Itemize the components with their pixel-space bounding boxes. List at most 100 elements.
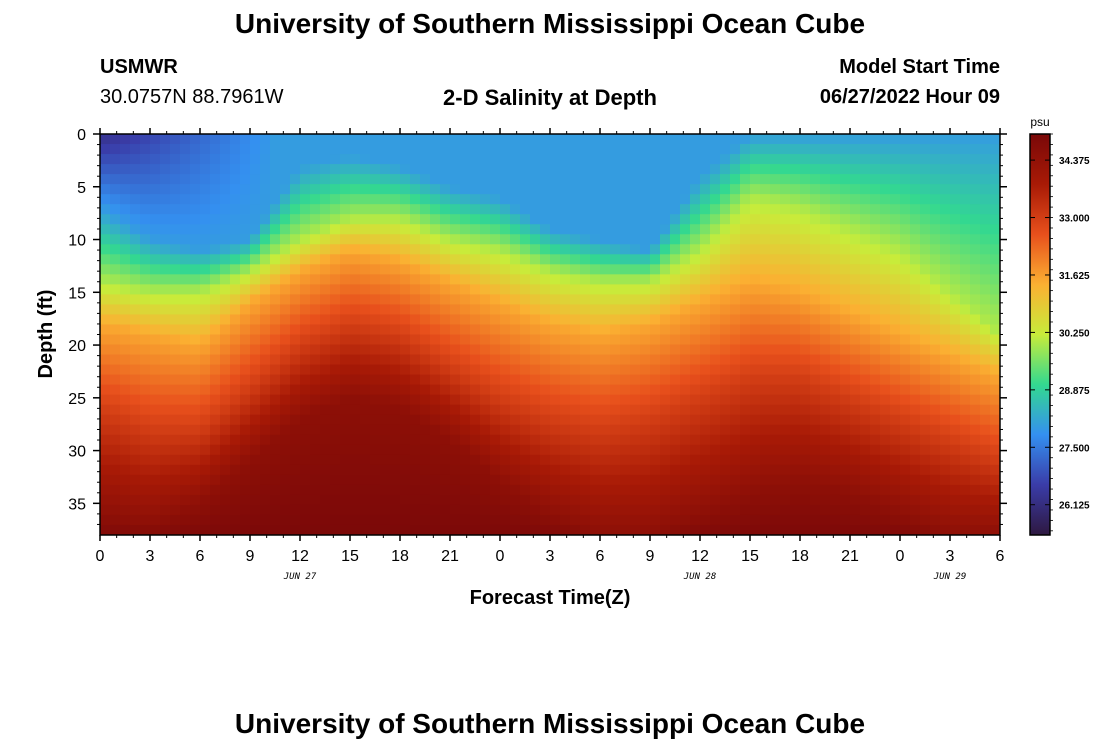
heatmap-cell bbox=[620, 194, 631, 205]
heatmap-cell bbox=[190, 274, 201, 285]
heatmap-cell bbox=[240, 514, 251, 526]
heatmap-cell bbox=[270, 364, 281, 376]
heatmap-cell bbox=[320, 254, 331, 265]
heatmap-cell bbox=[830, 264, 841, 275]
heatmap-cell bbox=[200, 304, 211, 316]
heatmap-cell bbox=[100, 474, 111, 486]
heatmap-cell bbox=[720, 504, 731, 516]
heatmap-cell bbox=[660, 294, 671, 306]
heatmap-cell bbox=[970, 144, 981, 155]
heatmap-cell bbox=[540, 154, 551, 165]
heatmap-cell bbox=[580, 164, 591, 175]
heatmap-cell bbox=[400, 164, 411, 175]
heatmap-cell bbox=[680, 424, 691, 436]
heatmap-cell bbox=[870, 194, 881, 205]
heatmap-cell bbox=[410, 304, 421, 316]
heatmap-cell bbox=[370, 444, 381, 456]
heatmap-cell bbox=[580, 414, 591, 426]
heatmap-cell bbox=[170, 284, 181, 296]
model-start-time: 06/27/2022 Hour 09 bbox=[819, 86, 1000, 108]
heatmap-cell bbox=[470, 344, 481, 356]
heatmap-cell bbox=[790, 434, 801, 446]
heatmap-cell bbox=[140, 464, 151, 476]
heatmap-cell bbox=[190, 484, 201, 496]
heatmap-cell bbox=[140, 224, 151, 235]
heatmap-cell bbox=[650, 444, 661, 456]
heatmap-cell bbox=[240, 354, 251, 366]
heatmap-cell bbox=[400, 324, 411, 336]
heatmap-cell bbox=[710, 434, 721, 446]
heatmap-cell bbox=[850, 294, 861, 306]
heatmap-cell bbox=[960, 344, 971, 356]
heatmap-cell bbox=[160, 364, 171, 376]
heatmap-cell bbox=[370, 464, 381, 476]
heatmap-cell bbox=[150, 164, 161, 175]
heatmap-cell bbox=[280, 504, 291, 516]
heatmap-cell bbox=[820, 214, 831, 225]
heatmap-cell bbox=[870, 434, 881, 446]
heatmap-cell bbox=[470, 174, 481, 185]
heatmap-cell bbox=[770, 224, 781, 235]
heatmap-cell bbox=[670, 224, 681, 235]
heatmap-cell bbox=[920, 344, 931, 356]
heatmap-cell bbox=[950, 364, 961, 376]
heatmap-cell bbox=[510, 514, 521, 526]
heatmap-cell bbox=[720, 474, 731, 486]
heatmap-cell bbox=[590, 374, 601, 386]
heatmap-cell bbox=[620, 154, 631, 165]
heatmap-cell bbox=[980, 394, 991, 406]
heatmap-cell bbox=[460, 324, 471, 336]
heatmap-cell bbox=[950, 204, 961, 215]
heatmap-cell bbox=[720, 364, 731, 376]
heatmap-cell bbox=[180, 464, 191, 476]
heatmap-cell bbox=[780, 134, 791, 145]
heatmap-cell bbox=[380, 474, 391, 486]
heatmap-cell bbox=[190, 244, 201, 255]
heatmap-cell bbox=[350, 234, 361, 245]
heatmap-cell bbox=[380, 424, 391, 436]
heatmap-cell bbox=[620, 334, 631, 346]
heatmap-cell bbox=[850, 494, 861, 506]
heatmap-cell bbox=[500, 494, 511, 506]
heatmap-cell bbox=[400, 254, 411, 265]
heatmap-cell bbox=[480, 344, 491, 356]
heatmap-cell bbox=[530, 334, 541, 346]
heatmap-cell bbox=[270, 344, 281, 356]
heatmap-cell bbox=[870, 404, 881, 416]
heatmap-cell bbox=[810, 204, 821, 215]
heatmap-cell bbox=[540, 444, 551, 456]
heatmap-cell bbox=[720, 394, 731, 406]
heatmap-cell bbox=[870, 454, 881, 466]
heatmap-cell bbox=[410, 414, 421, 426]
heatmap-cell bbox=[810, 304, 821, 316]
heatmap-cell bbox=[480, 514, 491, 526]
heatmap-cell bbox=[690, 454, 701, 466]
heatmap-cell bbox=[680, 494, 691, 506]
heatmap-cell bbox=[940, 174, 951, 185]
heatmap-cell bbox=[740, 514, 751, 526]
heatmap-cell bbox=[580, 234, 591, 245]
heatmap-cell bbox=[790, 424, 801, 436]
heatmap-cell bbox=[400, 414, 411, 426]
heatmap-cell bbox=[850, 324, 861, 336]
heatmap-cell bbox=[610, 204, 621, 215]
heatmap-cell bbox=[700, 164, 711, 175]
heatmap-cell bbox=[600, 284, 611, 296]
heatmap-cell bbox=[300, 354, 311, 366]
heatmap-cell bbox=[270, 414, 281, 426]
heatmap-cell bbox=[930, 314, 941, 326]
heatmap-cell bbox=[890, 494, 901, 506]
heatmap-cell bbox=[960, 394, 971, 406]
footer-title: University of Southern Mississippi Ocean… bbox=[234, 708, 866, 739]
heatmap-cell bbox=[990, 204, 1000, 215]
heatmap-cell bbox=[180, 484, 191, 496]
heatmap-cell bbox=[910, 314, 921, 326]
heatmap-cell bbox=[160, 264, 171, 275]
heatmap-cell bbox=[460, 404, 471, 416]
heatmap-cell bbox=[370, 364, 381, 376]
heatmap-cell bbox=[550, 354, 561, 366]
heatmap-cell bbox=[470, 134, 481, 145]
heatmap-cell bbox=[830, 194, 841, 205]
heatmap-cell bbox=[460, 344, 471, 356]
heatmap-cell bbox=[580, 394, 591, 406]
